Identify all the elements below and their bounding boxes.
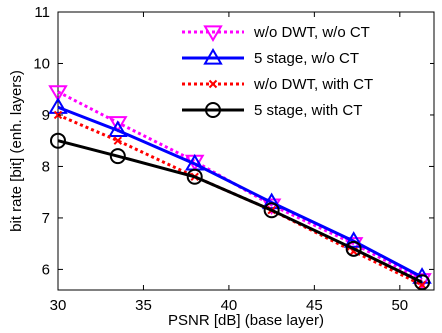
data-point <box>48 85 68 102</box>
data-point <box>108 116 128 133</box>
x-tick-label: 30 <box>50 297 67 314</box>
data-point <box>414 274 431 291</box>
data-point <box>50 132 66 149</box>
legend-label: w/o DWT, w/o CT <box>253 24 370 41</box>
series-line <box>57 105 423 279</box>
legend-entry: 5 stage, w/o CT <box>182 48 359 67</box>
legend: w/o DWT, w/o CT 5 stage, w/o CT w/o DWT, w… <box>178 18 430 126</box>
y-tick-label: 7 <box>42 210 50 227</box>
legend-entry: w/o DWT, with CT <box>182 76 373 93</box>
axis-ticks: 30 35 40 45 50 6 7 8 9 10 11 <box>33 4 434 314</box>
legend-label: 5 stage, with CT <box>254 102 362 119</box>
x-tick-label: 45 <box>306 297 323 314</box>
data-point <box>48 97 68 114</box>
legend-label: w/o DWT, with CT <box>253 76 373 93</box>
data-point <box>109 148 126 165</box>
series-3 <box>50 132 431 291</box>
x-axis-label: PSNR [dB] (base layer) <box>168 312 324 329</box>
data-point <box>261 198 282 216</box>
series-line <box>57 113 423 287</box>
y-tick-label: 10 <box>33 55 50 72</box>
series-line <box>57 90 423 282</box>
data-point <box>343 231 364 248</box>
legend-entry: 5 stage, with CT <box>182 102 362 119</box>
x-tick-label: 35 <box>135 297 152 314</box>
y-tick-label: 8 <box>42 158 50 175</box>
legend-marker <box>203 48 223 65</box>
y-axis-label: bit rate [bit] (enh. layers) <box>8 70 25 232</box>
data-point <box>108 120 128 138</box>
data-point <box>113 136 123 145</box>
y-tick-label: 11 <box>34 4 50 21</box>
data-point <box>186 168 203 185</box>
legend-marker <box>203 25 223 42</box>
series-line <box>57 139 423 284</box>
data-point <box>263 202 280 219</box>
legend-entry: w/o DWT, w/o CT <box>182 24 370 42</box>
data-point <box>261 192 282 210</box>
data-point <box>345 240 362 257</box>
y-tick-label: 6 <box>42 261 50 278</box>
legend-label: 5 stage, w/o CT <box>254 50 359 67</box>
y-tick-label: 9 <box>42 107 50 124</box>
x-tick-label: 50 <box>391 297 408 314</box>
x-tick-label: 40 <box>221 297 238 314</box>
legend-marker <box>205 102 221 118</box>
legend-marker <box>208 79 218 89</box>
